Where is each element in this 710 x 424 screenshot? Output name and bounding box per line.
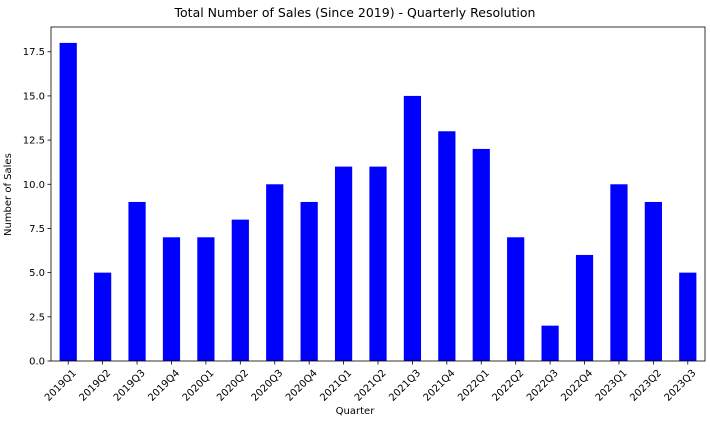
bar-2021Q4 bbox=[438, 131, 456, 361]
bar-2023Q3 bbox=[679, 272, 697, 361]
bar-2022Q1 bbox=[472, 148, 490, 361]
y-tick-label: 10.0 bbox=[23, 180, 45, 191]
y-tick-label: 17.5 bbox=[23, 47, 45, 58]
x-tick-label: 2021Q1 bbox=[318, 368, 354, 404]
x-tick-label: 2022Q1 bbox=[456, 368, 492, 404]
x-tick-label: 2020Q4 bbox=[284, 368, 320, 404]
x-tick-label: 2020Q3 bbox=[250, 368, 286, 404]
bar-2021Q2 bbox=[369, 166, 387, 361]
x-axis-label: Quarter bbox=[335, 406, 375, 417]
x-tick-label: 2022Q3 bbox=[525, 368, 561, 404]
x-tick-label: 2023Q2 bbox=[628, 368, 664, 404]
x-tick-label: 2023Q1 bbox=[594, 368, 630, 404]
bar-2019Q1 bbox=[59, 42, 77, 362]
x-tick-label: 2019Q4 bbox=[146, 368, 182, 404]
y-tick-label: 12.5 bbox=[23, 136, 45, 147]
x-tick-label: 2019Q3 bbox=[112, 368, 148, 404]
x-tick-label: 2020Q1 bbox=[181, 368, 217, 404]
bar-2022Q4 bbox=[575, 254, 594, 361]
x-tick-label: 2022Q4 bbox=[559, 368, 595, 404]
y-tick-label: 7.5 bbox=[29, 224, 45, 235]
x-tick-label: 2020Q2 bbox=[215, 368, 251, 404]
plot-frame bbox=[50, 26, 706, 362]
bar-2020Q2 bbox=[231, 219, 249, 361]
x-axis-ticks: 2019Q12019Q22019Q32019Q42020Q12020Q22020… bbox=[43, 361, 698, 404]
y-tick-label: 15.0 bbox=[23, 91, 45, 102]
bar-2019Q3 bbox=[128, 201, 146, 361]
bar-2021Q1 bbox=[334, 166, 353, 361]
bar-2022Q3 bbox=[541, 325, 559, 361]
bar-2022Q2 bbox=[507, 237, 525, 361]
bar-2020Q4 bbox=[300, 201, 318, 361]
x-tick-label: 2019Q2 bbox=[77, 368, 113, 404]
x-tick-label: 2021Q2 bbox=[353, 368, 389, 404]
y-tick-label: 5.0 bbox=[29, 268, 45, 279]
x-tick-label: 2019Q1 bbox=[43, 368, 79, 404]
y-axis-ticks: 0.0 2.5 5.0 7.5 10.0 12.5 15.0 17.5 bbox=[23, 47, 51, 368]
x-tick-label: 2021Q4 bbox=[422, 368, 458, 404]
x-tick-label: 2023Q3 bbox=[663, 368, 699, 404]
bar-2019Q4 bbox=[162, 237, 181, 361]
x-tick-label: 2022Q2 bbox=[490, 368, 526, 404]
bar-2021Q3 bbox=[403, 95, 422, 362]
y-tick-label: 2.5 bbox=[29, 312, 45, 323]
y-tick-label: 0.0 bbox=[29, 357, 45, 368]
bar-2020Q1 bbox=[197, 237, 215, 361]
chart-title: Total Number of Sales (Since 2019) - Qua… bbox=[174, 5, 536, 20]
bar-2020Q3 bbox=[266, 184, 284, 361]
bar-2019Q2 bbox=[94, 272, 112, 361]
bar-2023Q2 bbox=[644, 201, 662, 361]
x-tick-label: 2021Q3 bbox=[387, 368, 423, 404]
bars-group bbox=[59, 42, 697, 362]
bar-2023Q1 bbox=[610, 184, 628, 361]
